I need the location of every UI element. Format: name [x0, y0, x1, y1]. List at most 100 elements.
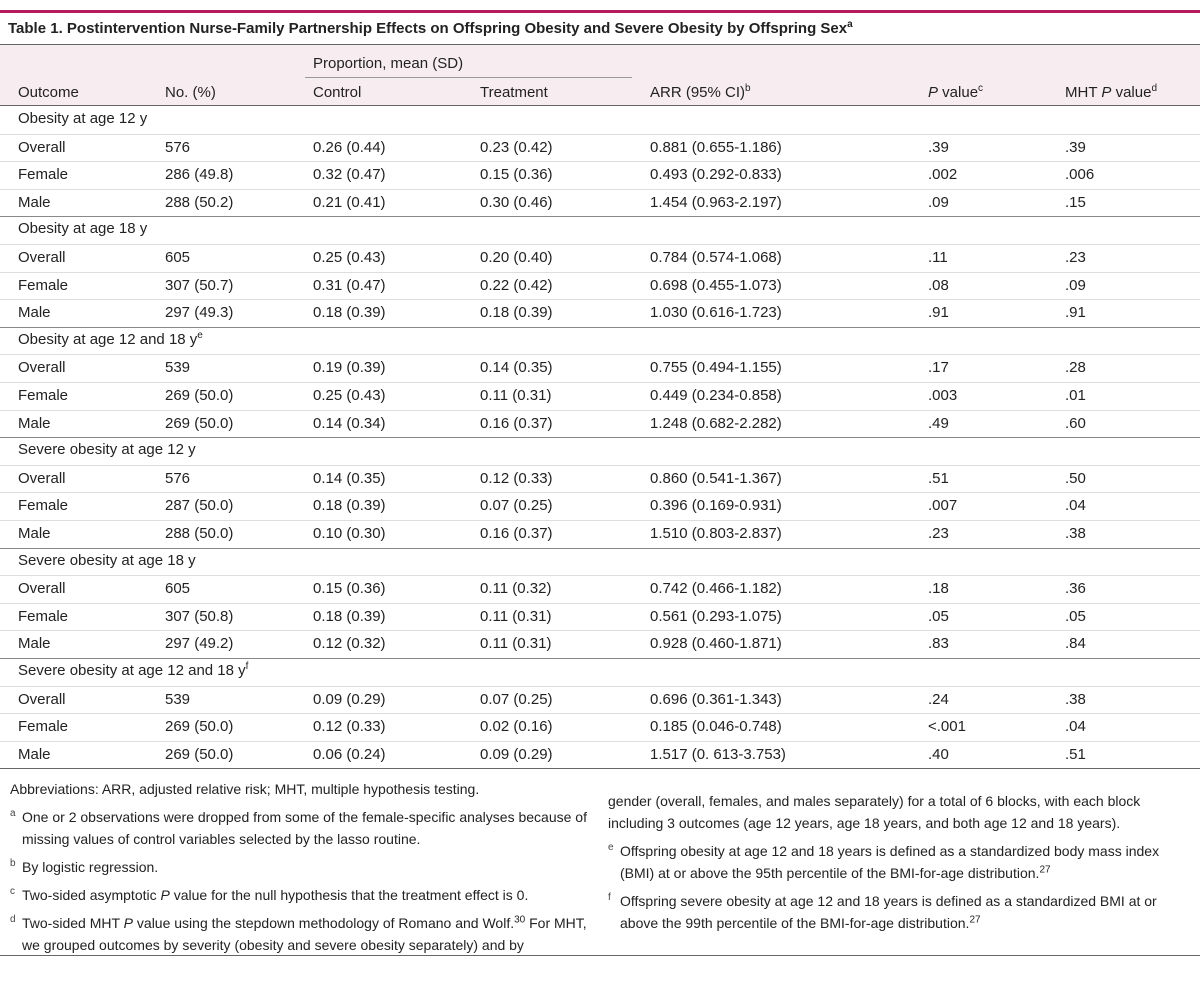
- text-sup: 27: [1039, 864, 1051, 876]
- table-cell: 0.02 (0.16): [480, 718, 553, 736]
- table-cell: 0.396 (0.169-0.931): [650, 497, 782, 515]
- table-cell: 605: [165, 249, 191, 266]
- header-rule: [0, 105, 1200, 106]
- section-title: Obesity at age 12 and 18 ye: [18, 330, 203, 348]
- table-cell: 0.16 (0.37): [480, 525, 553, 542]
- table-cell: Overall: [18, 580, 66, 598]
- table-cell: 0.11 (0.31): [480, 635, 552, 653]
- text-run: value using the stepdown methodology of …: [133, 915, 515, 931]
- table-cell: Overall: [18, 469, 66, 487]
- text-sup: d: [1151, 83, 1157, 94]
- table-cell: 269 (50.0): [165, 718, 234, 736]
- column-header: Outcome: [18, 84, 79, 101]
- row-rule: [0, 382, 1200, 383]
- text-run: Two-sided asymptotic: [22, 887, 161, 903]
- table-cell: .007: [928, 497, 958, 515]
- column-header: ARR (95% CI)b: [650, 84, 751, 102]
- table-cell: 0.23 (0.42): [480, 138, 553, 156]
- top-rule: [0, 10, 1200, 13]
- footnote-marker: e: [608, 842, 614, 853]
- section-title: Obesity at age 18 y: [18, 220, 147, 237]
- table-cell: 0.14 (0.35): [480, 359, 553, 377]
- table-cell: 0.561 (0.293-1.075): [650, 607, 782, 625]
- text-run: Severe obesity at age 12 y: [18, 441, 196, 459]
- footnote-marker: f: [608, 892, 611, 903]
- row-rule: [0, 713, 1200, 715]
- text-run: Two-sided MHT: [22, 915, 124, 931]
- text-run: Obesity at age 12 and 18 y: [18, 330, 198, 348]
- section-rule: [0, 437, 1200, 439]
- table-cell: 0.11 (0.32): [480, 580, 552, 598]
- text-run: No. (%): [165, 84, 216, 101]
- table-cell: Male: [18, 304, 51, 322]
- bottom-rule: [0, 955, 1200, 956]
- table-cell: Male: [18, 525, 51, 542]
- text-run: By logistic regression.: [22, 859, 159, 875]
- group-rule: [305, 77, 632, 78]
- table-cell: 1.248 (0.682-2.282): [650, 414, 782, 432]
- row-rule: [0, 133, 1200, 135]
- table-cell: 0.449 (0.234-0.858): [650, 387, 782, 404]
- row-rule: [0, 188, 1200, 190]
- table-cell: 0.32 (0.47): [313, 166, 386, 184]
- table-cell: 576: [165, 469, 191, 487]
- row-rule: [0, 575, 1200, 577]
- table-title: Table 1. Postintervention Nurse-Family P…: [8, 19, 853, 38]
- table-cell: Female: [18, 387, 69, 404]
- text-italic: P: [123, 915, 134, 931]
- table-cell: .38: [1065, 525, 1086, 542]
- table-cell: 307 (50.7): [165, 276, 234, 294]
- section-title: Obesity at age 12 y: [18, 110, 147, 127]
- row-rule: [0, 244, 1200, 245]
- table-cell: .24: [928, 690, 949, 708]
- table-cell: 286 (49.8): [165, 166, 234, 184]
- table-cell: 1.454 (0.963-2.197): [650, 193, 782, 211]
- group-header: Proportion, mean (SD): [313, 55, 464, 72]
- text-italic: P: [1101, 84, 1112, 101]
- text-run: Offspring obesity at age 12 and 18 years…: [620, 843, 1160, 881]
- table-cell: 0.696 (0.361-1.343): [650, 690, 782, 708]
- text-run: Treatment: [480, 84, 548, 101]
- text-run: value: [1111, 84, 1152, 101]
- table-cell: Male: [18, 414, 51, 432]
- text-italic: P: [160, 887, 170, 903]
- text-sup: a: [847, 19, 853, 30]
- table-cell: 0.11 (0.31): [480, 607, 552, 625]
- title-rule: [0, 44, 1200, 45]
- table-cell: Female: [18, 497, 69, 515]
- table-cell: .51: [928, 469, 949, 487]
- section-rule: [0, 326, 1200, 328]
- text-run: value: [938, 84, 979, 101]
- text-run: MHT: [1065, 84, 1102, 101]
- section-title: Severe obesity at age 12 y: [18, 441, 196, 458]
- table-cell: 288 (50.2): [165, 193, 234, 211]
- column-header: P valuec: [928, 84, 983, 102]
- table-cell: 0.25 (0.43): [313, 387, 386, 404]
- table-cell: 0.698 (0.455-1.073): [650, 276, 782, 294]
- table-cell: 307 (50.8): [165, 607, 234, 625]
- table-cell: 0.09 (0.29): [313, 690, 386, 708]
- table-cell: 0.881 (0.655-1.186): [650, 138, 782, 156]
- section-title: Severe obesity at age 18 y: [18, 552, 196, 569]
- table-cell: 0.11 (0.31): [480, 387, 552, 404]
- row-rule: [0, 630, 1200, 632]
- row-rule: [0, 492, 1200, 494]
- row-rule: [0, 740, 1200, 742]
- table-cell: Female: [18, 166, 69, 184]
- table-cell: 0.12 (0.32): [313, 635, 386, 653]
- table-cell: .28: [1065, 359, 1086, 377]
- row-rule: [0, 161, 1200, 163]
- table-cell: 0.10 (0.30): [313, 525, 386, 542]
- footnote: c Two-sided asymptotic P value for the nu…: [10, 884, 590, 906]
- column-header: MHT P valued: [1065, 83, 1157, 102]
- table-cell: .50: [1065, 469, 1086, 487]
- text-run: Outcome: [18, 84, 79, 101]
- table-cell: 269 (50.0): [165, 745, 234, 763]
- table-cell: .002: [928, 166, 958, 184]
- table-cell: Overall: [18, 138, 66, 156]
- table-cell: .04: [1065, 718, 1086, 736]
- table-cell: 539: [165, 690, 191, 708]
- table-cell: 0.25 (0.43): [313, 249, 386, 266]
- text-sup: 27: [969, 914, 981, 926]
